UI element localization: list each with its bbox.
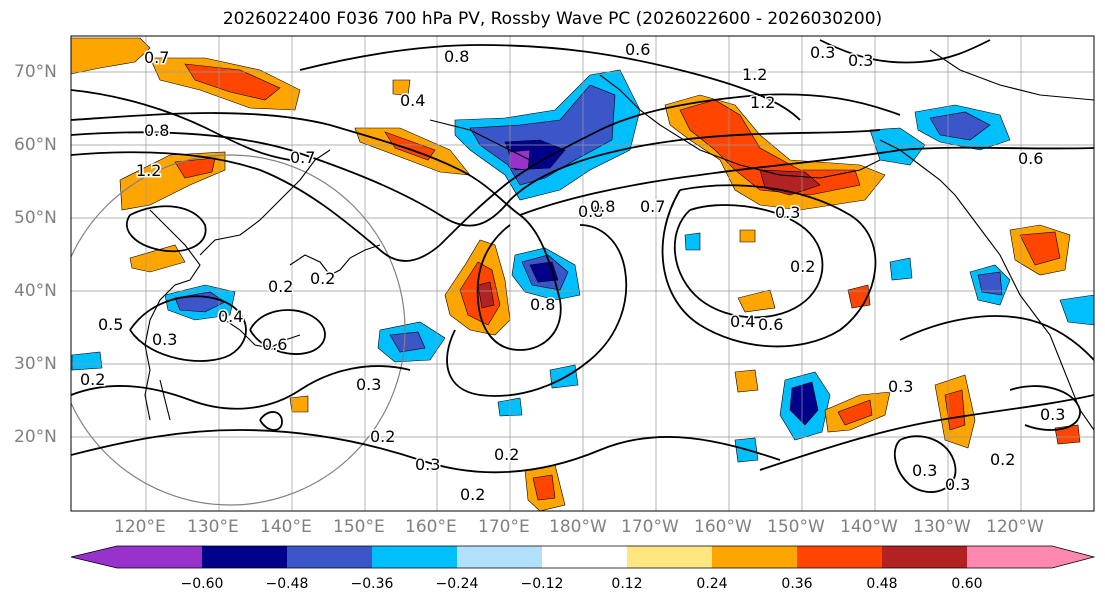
map-title: 2026022400 F036 700 hPa PV, Rossby Wave … bbox=[222, 9, 883, 29]
colorbar-segment bbox=[372, 546, 457, 568]
colorbar-tick-label: 0.36 bbox=[781, 576, 813, 592]
colorbar-tick-label: 0.48 bbox=[866, 576, 898, 592]
lat-label: 70°N bbox=[14, 62, 57, 82]
colorbar-segment bbox=[627, 546, 712, 568]
colorbar-segment bbox=[967, 546, 1052, 568]
map-frame bbox=[70, 35, 1095, 512]
contour-label: 1.2 bbox=[742, 65, 767, 84]
lon-label: 130°E bbox=[187, 517, 239, 537]
contour-label: 0.6 bbox=[758, 315, 783, 334]
contour-label: 0.3 bbox=[1040, 405, 1065, 424]
lon-label: 170°E bbox=[478, 517, 530, 537]
contour-label: 0.4 bbox=[730, 312, 755, 331]
colorbar-max-extension bbox=[1052, 546, 1094, 568]
contour-label: 0.6 bbox=[262, 335, 287, 354]
contour-label: 0.7 bbox=[290, 148, 315, 167]
colorbar-segment bbox=[457, 546, 542, 568]
contour-label: 0.3 bbox=[356, 375, 381, 394]
lon-label: 130°W bbox=[913, 517, 971, 537]
contour-labels: 0.7 0.8 0.6 0.3 0.3 1.2 1.2 0.4 0.8 1.2 … bbox=[79, 39, 1067, 506]
contour-label: 0.2 bbox=[494, 445, 519, 464]
colorbar-segment bbox=[287, 546, 372, 568]
colorbar-segment bbox=[797, 546, 882, 568]
contour-label: 0.2 bbox=[310, 269, 335, 288]
contour-label: 0.6 bbox=[1018, 149, 1043, 168]
contour-label: 0.8 bbox=[578, 202, 603, 221]
contour-label: 0.8 bbox=[590, 197, 615, 216]
lat-label: 20°N bbox=[14, 427, 57, 447]
contour-label: 0.4 bbox=[400, 91, 425, 110]
lat-label: 30°N bbox=[14, 354, 57, 374]
colorbar-tick-label: 0.60 bbox=[951, 576, 983, 592]
coastlines bbox=[144, 49, 1094, 431]
lat-label: 40°N bbox=[14, 281, 57, 301]
contour-label: 0.8 bbox=[144, 121, 169, 140]
contour-label: 0.2 bbox=[80, 370, 105, 389]
contour-label: 0.2 bbox=[268, 277, 293, 296]
lat-label: 60°N bbox=[14, 135, 57, 155]
colorbar-tick-label: −0.48 bbox=[265, 576, 309, 592]
colorbar-tick-label: 0.24 bbox=[696, 576, 728, 592]
lon-label: 150°E bbox=[333, 517, 385, 537]
lon-label: 120°W bbox=[986, 517, 1044, 537]
contour-label: 0.3 bbox=[848, 51, 873, 70]
contour-label: 0.2 bbox=[460, 485, 485, 504]
contour-label: 0.3 bbox=[775, 203, 800, 222]
contour-label: 0.5 bbox=[98, 315, 123, 334]
contour-label: 0.8 bbox=[530, 295, 555, 314]
colorbar-segment bbox=[712, 546, 797, 568]
contour-label: 1.2 bbox=[136, 161, 161, 180]
radius-circle bbox=[71, 154, 406, 506]
lon-label: 140°W bbox=[840, 517, 898, 537]
colorbar-segment bbox=[202, 546, 287, 568]
colorbar-min-extension bbox=[71, 546, 117, 568]
contour-label: 0.3 bbox=[945, 475, 970, 494]
colorbar-segment bbox=[542, 546, 627, 568]
lon-label: 150°W bbox=[767, 517, 825, 537]
lon-label: 160°E bbox=[405, 517, 457, 537]
contour-label: 0.8 bbox=[444, 47, 469, 66]
lon-label: 140°E bbox=[260, 517, 312, 537]
contour-label: 0.4 bbox=[218, 307, 243, 326]
lat-label: 50°N bbox=[14, 208, 57, 228]
lon-label: 170°W bbox=[621, 517, 679, 537]
colorbar-outline bbox=[70, 545, 1096, 569]
pv-anomaly-fill bbox=[71, 37, 1094, 511]
lon-label: 120°E bbox=[114, 517, 166, 537]
contour-label: 0.2 bbox=[990, 450, 1015, 469]
colorbar bbox=[70, 545, 1096, 569]
lon-label: 160°W bbox=[694, 517, 752, 537]
colorbar-tick-label: 0.12 bbox=[611, 576, 643, 592]
contour-label: 0.2 bbox=[370, 427, 395, 446]
pv-contours bbox=[71, 39, 1094, 493]
colorbar-tick-label: −0.12 bbox=[520, 576, 564, 592]
contour-label: 0.3 bbox=[888, 377, 913, 396]
colorbar-tick-label: −0.60 bbox=[180, 576, 224, 592]
contour-label: 0.7 bbox=[640, 197, 665, 216]
lon-label: 180°W bbox=[549, 517, 607, 537]
contour-label: 0.3 bbox=[415, 455, 440, 474]
contour-label: 0.6 bbox=[625, 40, 650, 59]
contour-label: 0.3 bbox=[810, 43, 835, 62]
colorbar-tick-label: −0.36 bbox=[350, 576, 394, 592]
colorbar-segment bbox=[882, 546, 967, 568]
contour-label: 0.3 bbox=[152, 330, 177, 349]
contour-label: 0.3 bbox=[912, 461, 937, 480]
contour-label: 0.2 bbox=[790, 257, 815, 276]
contour-label: 0.7 bbox=[144, 48, 169, 67]
colorbar-tick-label: −0.24 bbox=[435, 576, 479, 592]
contour-label: 1.2 bbox=[750, 93, 775, 112]
colorbar-segment bbox=[117, 546, 202, 568]
